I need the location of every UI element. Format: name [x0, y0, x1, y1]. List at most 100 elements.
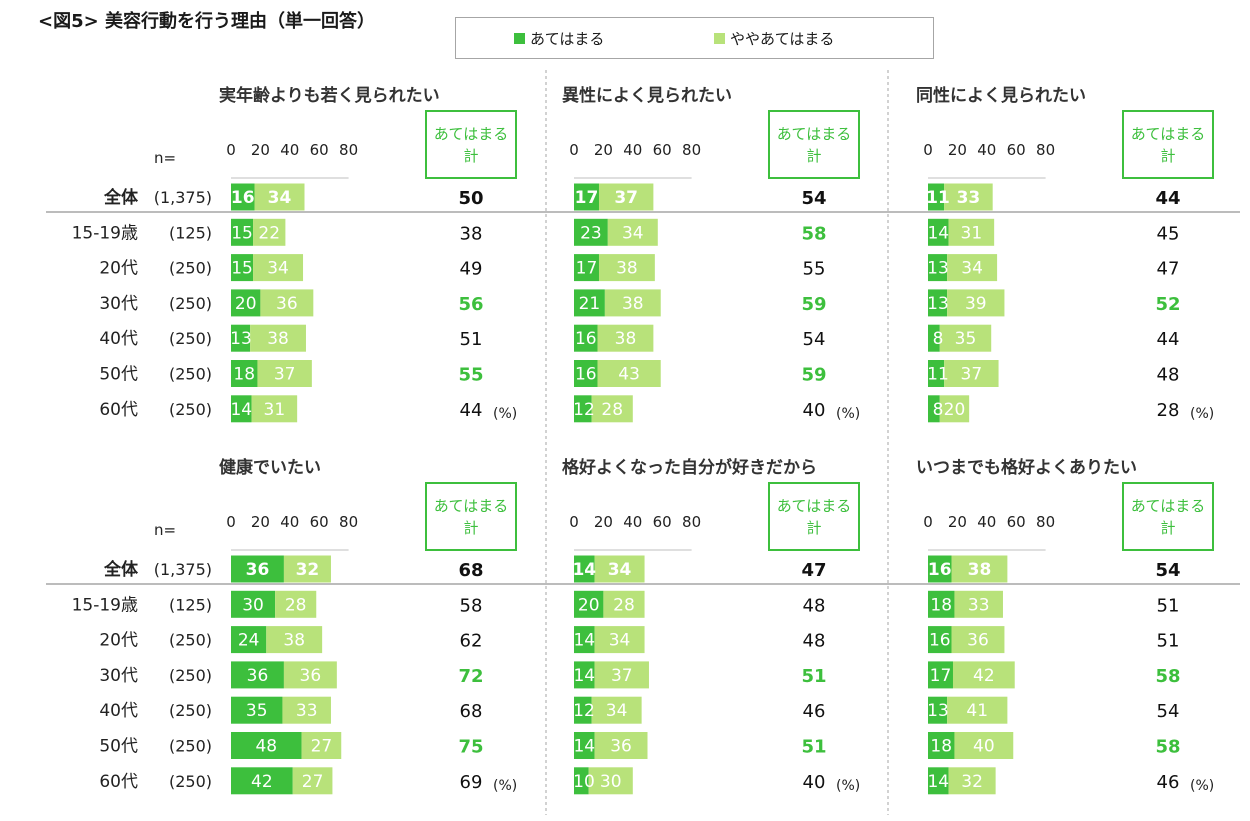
bar-secondary-label: 32 [296, 560, 320, 580]
bar-secondary [951, 555, 1008, 583]
bar-secondary-label: 37 [961, 365, 983, 385]
bar-primary-label: 18 [930, 595, 952, 615]
total-value: 44 [1157, 329, 1180, 350]
bar-primary-label: 42 [251, 772, 273, 792]
bar-primary-label: 14 [572, 560, 596, 580]
bar-secondary [266, 626, 323, 654]
bar-secondary [282, 696, 331, 724]
bar-primary [574, 555, 595, 583]
bar-primary-label: 16 [929, 631, 951, 651]
x-tick-label: 20 [251, 513, 270, 531]
bar-primary-label: 14 [230, 400, 252, 420]
bar-secondary [591, 395, 633, 423]
bar-primary [574, 696, 592, 724]
n-value: (250) [169, 772, 212, 791]
x-tick-label: 40 [977, 513, 996, 531]
bar-primary-label: 30 [242, 595, 264, 615]
n-value: (250) [169, 737, 212, 756]
panel-title: 異性によく見られたい [562, 85, 732, 106]
bar-secondary-label: 33 [957, 188, 981, 208]
bar-secondary [594, 626, 645, 654]
total-header-label: あてはまる [434, 497, 508, 515]
n-value: (125) [169, 595, 212, 614]
bar-primary-label: 14 [573, 666, 595, 686]
bar-primary [231, 324, 251, 352]
total-value: 58 [801, 223, 826, 244]
total-value: 54 [803, 329, 826, 350]
bar-primary [231, 590, 276, 618]
bar-primary [231, 767, 293, 795]
bar-secondary-label: 28 [601, 400, 623, 420]
category-label: 15-19歳 [72, 223, 138, 243]
n-label: n= [154, 149, 176, 167]
bar-secondary-label: 38 [616, 259, 638, 279]
total-value: 51 [801, 737, 826, 758]
total-value: 68 [460, 701, 483, 722]
total-header-box [425, 110, 517, 179]
total-value: 46 [1157, 772, 1180, 793]
category-label: 60代 [99, 772, 138, 792]
bar-secondary [948, 218, 995, 246]
bar-primary-label: 17 [930, 666, 952, 686]
x-tick-label: 80 [1036, 513, 1055, 531]
total-value: 47 [1157, 259, 1180, 280]
total-value: 58 [1155, 737, 1180, 758]
bar-secondary-label: 34 [606, 701, 628, 721]
bar-primary [928, 183, 945, 211]
total-value: 51 [801, 666, 826, 687]
bar-primary [231, 289, 261, 317]
bar-secondary [292, 767, 333, 795]
bar-secondary-label: 22 [258, 223, 280, 243]
total-value: 55 [803, 259, 826, 280]
percent-unit-label: (%) [1190, 406, 1214, 422]
n-value: (250) [169, 666, 212, 685]
bar-primary-label: 16 [575, 365, 597, 385]
x-tick-label: 80 [339, 513, 358, 531]
x-tick-label: 40 [623, 141, 642, 159]
bar-primary-label: 15 [231, 259, 253, 279]
category-label: 30代 [99, 666, 138, 686]
bar-primary-label: 16 [928, 560, 952, 580]
bar-secondary-label: 27 [302, 772, 324, 792]
n-value: (250) [169, 329, 212, 348]
category-label: 40代 [99, 329, 138, 349]
n-value: (250) [169, 400, 212, 419]
n-value: (250) [169, 259, 212, 278]
bar-primary-label: 11 [926, 188, 950, 208]
x-tick-label: 0 [923, 513, 933, 531]
n-value: (1,375) [154, 188, 212, 207]
bar-secondary-label: 38 [283, 631, 305, 651]
total-header-box [1122, 482, 1214, 551]
total-value: 55 [458, 365, 483, 386]
bar-secondary-label: 33 [968, 595, 990, 615]
total-value: 48 [803, 631, 826, 652]
bar-secondary [944, 360, 999, 387]
total-header-label: 計 [1160, 147, 1175, 165]
bar-primary [928, 254, 948, 282]
bar-secondary-label: 38 [267, 329, 289, 349]
bar-primary [574, 626, 595, 654]
bar-primary-label: 14 [927, 223, 949, 243]
bar-primary-label: 16 [575, 329, 597, 349]
bar-secondary [283, 555, 331, 583]
bar-secondary [594, 661, 649, 689]
bar-primary [574, 590, 604, 618]
bar-primary-label: 13 [927, 294, 949, 314]
x-tick-label: 20 [251, 141, 270, 159]
bar-secondary [251, 395, 298, 423]
bar-primary [928, 395, 940, 423]
n-value: (250) [169, 701, 212, 720]
bar-secondary-label: 36 [610, 737, 632, 757]
category-label: 50代 [99, 365, 138, 385]
x-tick-label: 60 [653, 513, 672, 531]
total-value: 51 [1157, 595, 1180, 616]
bar-primary [574, 324, 598, 352]
bar-secondary [948, 767, 996, 795]
bar-secondary [603, 590, 645, 618]
total-value: 54 [801, 188, 826, 209]
bar-secondary [260, 289, 314, 317]
bar-secondary [598, 254, 655, 282]
bar-secondary-label: 34 [609, 631, 631, 651]
x-tick-label: 80 [339, 141, 358, 159]
total-value: 56 [458, 294, 483, 315]
